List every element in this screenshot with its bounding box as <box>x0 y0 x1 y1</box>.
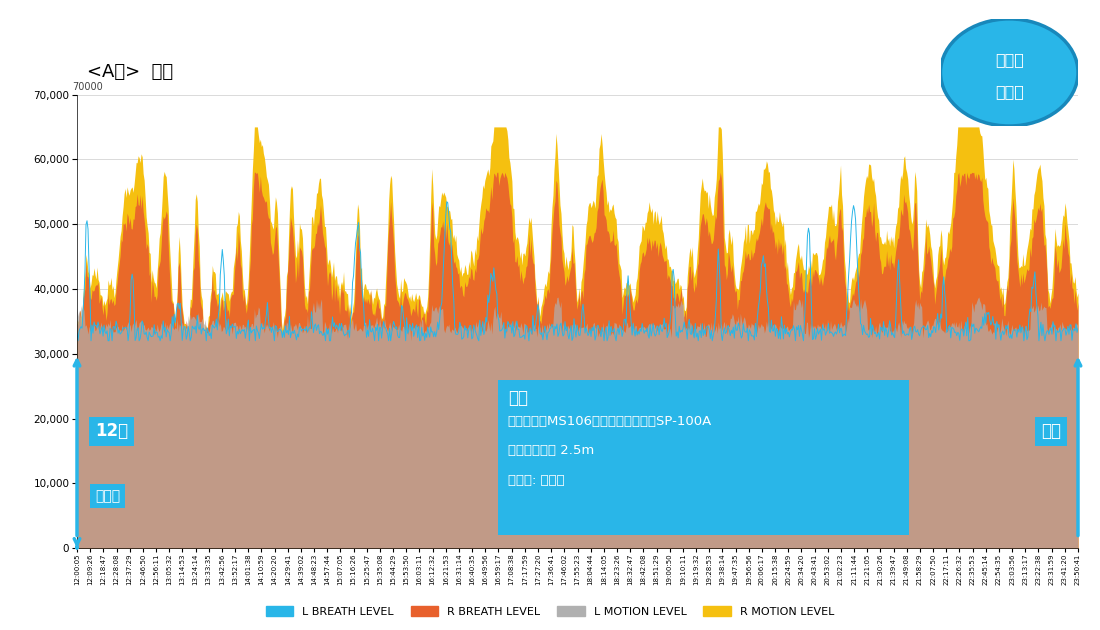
Text: 使用機器：MS106、センサープラスSP-100A: 使用機器：MS106、センサープラスSP-100A <box>508 415 712 428</box>
Text: 70000: 70000 <box>72 83 102 92</box>
Polygon shape <box>498 380 909 535</box>
Text: 12時: 12時 <box>95 423 129 440</box>
Text: 就寡: 就寡 <box>1041 423 1062 440</box>
Text: 活動量: 活動量 <box>994 52 1024 67</box>
Legend: L BREATH LEVEL, R BREATH LEVEL, L MOTION LEVEL, R MOTION LEVEL: L BREATH LEVEL, R BREATH LEVEL, L MOTION… <box>261 602 839 621</box>
Text: <A図>  当日: <A図> 当日 <box>87 63 173 81</box>
Text: データ: データ <box>994 84 1024 100</box>
Text: 距離：　　　 2.5m: 距離： 2.5m <box>508 444 594 457</box>
Text: 条件: 条件 <box>508 389 528 408</box>
Ellipse shape <box>940 19 1078 126</box>
Text: 時間軸: 時間軸 <box>95 490 120 503</box>
Text: 対象者: 健常者: 対象者: 健常者 <box>508 474 564 486</box>
